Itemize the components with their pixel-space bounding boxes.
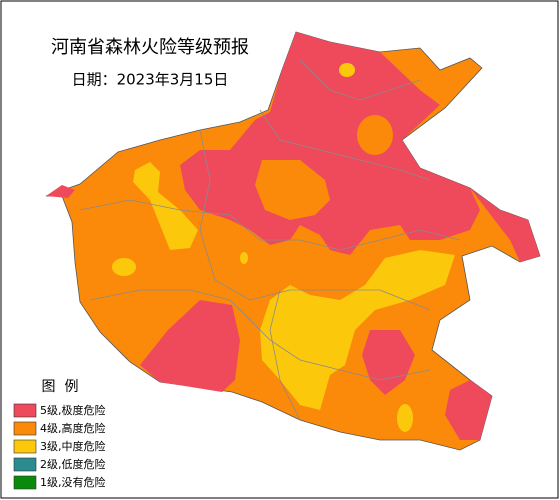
legend-label: 4级,高度危险 [40, 421, 106, 435]
map-date: 日期：2023年3月15日 [72, 71, 229, 89]
level5-zones [46, 32, 540, 440]
legend-swatch [13, 457, 37, 472]
legend: 图 例 5级,极度危险 4级,高度危险 3级,中度危险 2级,低度危险 1级,没有危险 [13, 379, 106, 490]
map-title: 河南省森林火险等级预报 [51, 37, 249, 58]
legend-swatch [13, 475, 37, 490]
legend-label: 2级,低度危险 [40, 457, 106, 471]
county-borders [79, 59, 461, 421]
legend-label: 5级,极度危险 [40, 403, 106, 417]
legend-title: 图 例 [42, 379, 79, 395]
level3-zones [112, 162, 455, 432]
legend-label: 3级,中度危险 [40, 439, 106, 453]
legend-swatch [13, 439, 37, 454]
legend-swatch [13, 421, 37, 436]
legend-swatch [13, 403, 37, 418]
legend-label: 1级,没有危险 [40, 475, 106, 489]
